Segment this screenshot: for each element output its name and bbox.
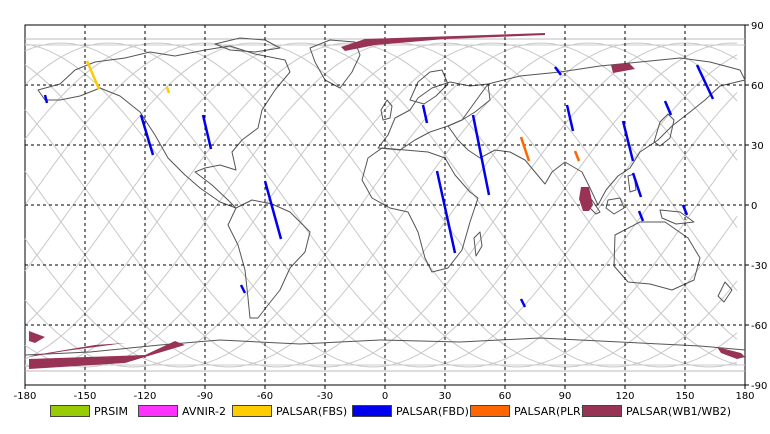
coastline-philippines xyxy=(627,173,637,193)
coastline-borneo xyxy=(605,197,625,215)
strip-palsar-fbd xyxy=(565,104,575,132)
coastline-greenland xyxy=(309,39,361,89)
strip-palsar-fbd xyxy=(637,210,645,222)
strip-palsar-fbd xyxy=(519,298,527,308)
y-tick-label: -90 xyxy=(751,381,767,392)
strip-palsar-fbd xyxy=(663,100,673,116)
strip-palsar-fbd xyxy=(621,120,635,162)
x-tick-label: 180 xyxy=(735,391,754,402)
legend-swatch-palsar-fbd xyxy=(352,405,392,417)
orbit-track xyxy=(24,42,738,368)
x-tick-label: -90 xyxy=(197,391,213,402)
swath-wb xyxy=(717,347,745,359)
strip-palsar-fbd xyxy=(695,64,715,100)
swath-wb xyxy=(579,187,593,211)
acquisition-overlay xyxy=(29,33,745,369)
legend-swatch-palsar-fbs xyxy=(232,405,272,417)
orbit-track xyxy=(24,42,738,368)
orbit-track xyxy=(24,42,738,368)
orbit-track xyxy=(24,42,738,368)
strip-palsar-fbd xyxy=(471,114,491,196)
coastline-africa xyxy=(361,147,479,273)
y-tick-label: 90 xyxy=(751,21,764,32)
x-tick-label: -150 xyxy=(74,391,97,402)
legend-item-avnir2: AVNIR-2 xyxy=(138,403,226,419)
coastline-australia xyxy=(613,221,701,291)
coastline-japan xyxy=(653,113,675,147)
swath-wb xyxy=(341,33,545,51)
strip-palsar-fbd xyxy=(139,114,155,156)
legend-item-palsar-fbd: PALSAR(FBD) xyxy=(352,403,469,419)
x-tick-label: -60 xyxy=(257,391,273,402)
coastline-north-america xyxy=(37,45,291,209)
orbit-track xyxy=(24,42,738,368)
legend-swatch-palsar-wb xyxy=(582,405,622,417)
legend-label-palsar-plr: PALSAR(PLR) xyxy=(514,404,585,418)
x-tick-label: 150 xyxy=(675,391,694,402)
coastline-madagascar xyxy=(473,231,483,257)
swath-wb xyxy=(29,331,45,343)
swath-wb xyxy=(29,341,185,369)
y-tick-label: 30 xyxy=(751,141,764,152)
y-tick-label: -30 xyxy=(751,261,767,272)
y-tick-label: 0 xyxy=(751,201,757,212)
coastline-scandinavia xyxy=(409,69,449,105)
x-tick-label: 60 xyxy=(499,391,512,402)
legend-label-palsar-wb: PALSAR(WB1/WB2) xyxy=(626,404,732,418)
legend-swatch-prsim xyxy=(50,405,90,417)
legend-label-avnir2: AVNIR-2 xyxy=(182,404,226,418)
x-tick-label: -120 xyxy=(134,391,157,402)
legend-item-palsar-fbs: PALSAR(FBS) xyxy=(232,403,347,419)
legend-swatch-palsar-plr xyxy=(470,405,510,417)
legend-label-prsim: PRSIM xyxy=(94,404,128,418)
strip-palsar-fbs xyxy=(165,86,171,94)
coastline-new-zealand xyxy=(717,281,733,303)
strip-palsar-fbd xyxy=(631,172,643,198)
strip-palsar-plr xyxy=(519,136,531,162)
legend-item-palsar-wb: PALSAR(WB1/WB2) xyxy=(582,403,731,419)
coastline-south-america xyxy=(227,199,311,319)
legend-item-prsim: PRSIM xyxy=(50,403,128,419)
strip-palsar-fbd xyxy=(201,114,213,150)
coastline-arctic-islands xyxy=(214,37,281,53)
coastline-antarctica xyxy=(24,337,746,356)
swath-wb xyxy=(611,63,635,73)
axis-ticks: -180 -150 -120 -90 -60 -30 0 30 60 90 120 150 180 90 6… xyxy=(14,21,768,402)
strip-palsar-fbd xyxy=(263,180,283,240)
strip-palsar-fbd xyxy=(421,104,429,124)
x-tick-label: -180 xyxy=(14,391,37,402)
y-tick-label: 60 xyxy=(751,81,764,92)
legend-label-palsar-fbd: PALSAR(FBD) xyxy=(396,404,469,418)
strip-palsar-fbd xyxy=(554,66,562,76)
legend-swatch-avnir2 xyxy=(138,405,178,417)
x-tick-label: 120 xyxy=(615,391,634,402)
strip-palsar-fbs xyxy=(85,60,101,90)
y-tick-label: -60 xyxy=(751,321,767,332)
x-tick-label: -30 xyxy=(317,391,333,402)
x-tick-label: 90 xyxy=(559,391,572,402)
strip-palsar-fbd xyxy=(43,94,49,104)
legend-label-palsar-fbs: PALSAR(FBS) xyxy=(276,404,348,418)
strip-palsar-fbd xyxy=(681,204,689,216)
graticule xyxy=(25,25,745,385)
coastline-britain xyxy=(380,99,393,121)
strip-palsar-fbd xyxy=(435,170,457,254)
strip-palsar-plr xyxy=(573,150,581,162)
x-tick-label: 30 xyxy=(439,391,452,402)
legend-item-palsar-plr: PALSAR(PLR) xyxy=(470,403,585,419)
x-tick-label: 0 xyxy=(382,391,388,402)
strip-palsar-fbd xyxy=(239,284,247,294)
legend: PRSIM AVNIR-2 PALSAR(FBS) PALSAR(FBD) PA… xyxy=(0,401,770,423)
orbit-track xyxy=(24,42,738,368)
